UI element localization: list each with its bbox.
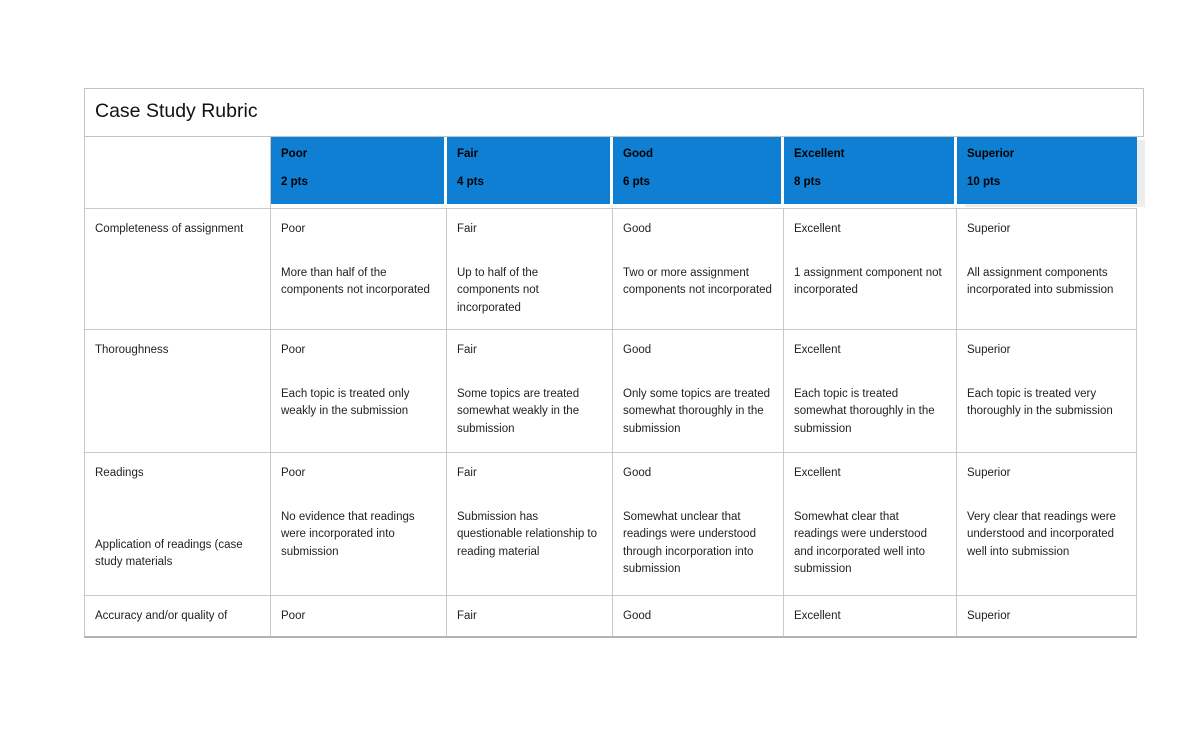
rubric-cell: Poor Each topic is treated only weakly i… [271, 330, 447, 453]
cell-description: Up to half of the components not incorpo… [457, 266, 539, 314]
criterion-cell: Accuracy and/or quality of [84, 596, 271, 638]
cell-label: Superior [967, 610, 1011, 622]
header-cell-superior: Superior 10 pts [957, 137, 1137, 209]
rubric-cell: Poor [271, 596, 447, 638]
cell-description: Submission has questionable relationship… [457, 510, 598, 558]
rubric-table: Case Study Rubric Poor 2 pts Fair 4 pts … [84, 88, 1144, 638]
cell-description: Two or more assignment components not in… [623, 266, 772, 297]
table-row-readings: Readings Application of readings (case s… [84, 453, 1144, 596]
header-points: 10 pts [967, 175, 1001, 188]
header-points: 8 pts [794, 175, 821, 188]
rubric-cell: Poor No evidence that readings were inco… [271, 453, 447, 596]
cell-label: Excellent [794, 467, 841, 479]
cell-label: Excellent [794, 344, 841, 356]
cell-description: More than half of the components not inc… [281, 266, 430, 297]
cell-label: Excellent [794, 223, 841, 235]
rubric-cell: Poor More than half of the components no… [271, 209, 447, 330]
cell-label: Poor [281, 223, 306, 235]
header-label: Superior [967, 148, 1015, 160]
cell-label: Excellent [794, 610, 841, 622]
cell-label: Good [623, 223, 652, 235]
cell-description: No evidence that readings were incorpora… [281, 510, 415, 558]
header-points: 6 pts [623, 175, 650, 188]
rubric-cell: Good Only some topics are treated somewh… [613, 330, 784, 453]
cell-description: Each topic is treated somewhat thoroughl… [794, 387, 935, 435]
criterion-cell: Completeness of assignment [84, 209, 271, 330]
rubric-cell: Fair Submission has questionable relatio… [447, 453, 613, 596]
cell-description: Each topic is treated very thoroughly in… [967, 387, 1113, 418]
criterion-sublabel: Application of readings (case study mate… [95, 538, 243, 569]
criterion-label: Thoroughness [95, 344, 169, 356]
rubric-cell: Good Two or more assignment components n… [613, 209, 784, 330]
cell-label: Good [623, 610, 652, 622]
cell-label: Fair [457, 610, 477, 622]
cell-description: Some topics are treated somewhat weakly … [457, 387, 580, 435]
cell-label: Poor [281, 610, 306, 622]
rubric-cell: Superior Each topic is treated very thor… [957, 330, 1137, 453]
criterion-label: Completeness of assignment [95, 223, 244, 235]
rubric-cell: Excellent Each topic is treated somewhat… [784, 330, 957, 453]
cell-label: Good [623, 344, 652, 356]
rubric-cell: Fair [447, 596, 613, 638]
rubric-cell: Fair Up to half of the components not in… [447, 209, 613, 330]
header-label: Fair [457, 148, 479, 160]
header-cell-excellent: Excellent 8 pts [784, 137, 957, 209]
table-row-accuracy: Accuracy and/or quality of Poor Fair Goo… [84, 596, 1144, 638]
criterion-label: Readings [95, 467, 144, 479]
cell-label: Superior [967, 467, 1011, 479]
cell-description: Somewhat unclear that readings were unde… [623, 510, 756, 576]
header-cell-fair: Fair 4 pts [447, 137, 613, 209]
header-cell-empty [84, 137, 271, 209]
cell-label: Fair [457, 223, 477, 235]
cell-label: Superior [967, 223, 1011, 235]
criterion-cell: Thoroughness [84, 330, 271, 453]
rubric-cell: Fair Some topics are treated somewhat we… [447, 330, 613, 453]
criterion-cell: Readings Application of readings (case s… [84, 453, 271, 596]
cell-label: Good [623, 467, 652, 479]
rubric-cell: Good [613, 596, 784, 638]
rubric-cell: Excellent [784, 596, 957, 638]
cell-label: Fair [457, 344, 477, 356]
criterion-label: Accuracy and/or quality of [95, 610, 228, 622]
header-points: 4 pts [457, 175, 484, 188]
header-points: 2 pts [281, 175, 308, 188]
rubric-cell: Excellent Somewhat clear that readings w… [784, 453, 957, 596]
header-cell-good: Good 6 pts [613, 137, 784, 209]
cell-description: 1 assignment component not incorporated [794, 266, 942, 297]
rubric-header-row: Poor 2 pts Fair 4 pts Good 6 pts Excelle… [84, 137, 1144, 209]
header-label: Poor [281, 148, 308, 160]
cell-description: All assignment components incorporated i… [967, 266, 1114, 297]
cell-label: Superior [967, 344, 1011, 356]
table-row-thoroughness: Thoroughness Poor Each topic is treated … [84, 330, 1144, 453]
cell-description: Only some topics are treated somewhat th… [623, 387, 771, 435]
cell-label: Poor [281, 344, 306, 356]
cell-label: Poor [281, 467, 306, 479]
cell-description: Each topic is treated only weakly in the… [281, 387, 410, 418]
header-cell-poor: Poor 2 pts [271, 137, 447, 209]
rubric-title: Case Study Rubric [84, 88, 1144, 137]
cell-description: Somewhat clear that readings were unders… [794, 510, 927, 576]
rubric-cell: Superior All assignment components incor… [957, 209, 1137, 330]
rubric-cell: Good Somewhat unclear that readings were… [613, 453, 784, 596]
header-label: Excellent [794, 148, 845, 160]
rubric-cell: Superior [957, 596, 1137, 638]
cell-description: Very clear that readings were understood… [967, 510, 1116, 558]
header-label: Good [623, 148, 654, 160]
table-row-completeness: Completeness of assignment Poor More tha… [84, 209, 1144, 330]
cell-label: Fair [457, 467, 477, 479]
rubric-cell: Superior Very clear that readings were u… [957, 453, 1137, 596]
rubric-cell: Excellent 1 assignment component not inc… [784, 209, 957, 330]
